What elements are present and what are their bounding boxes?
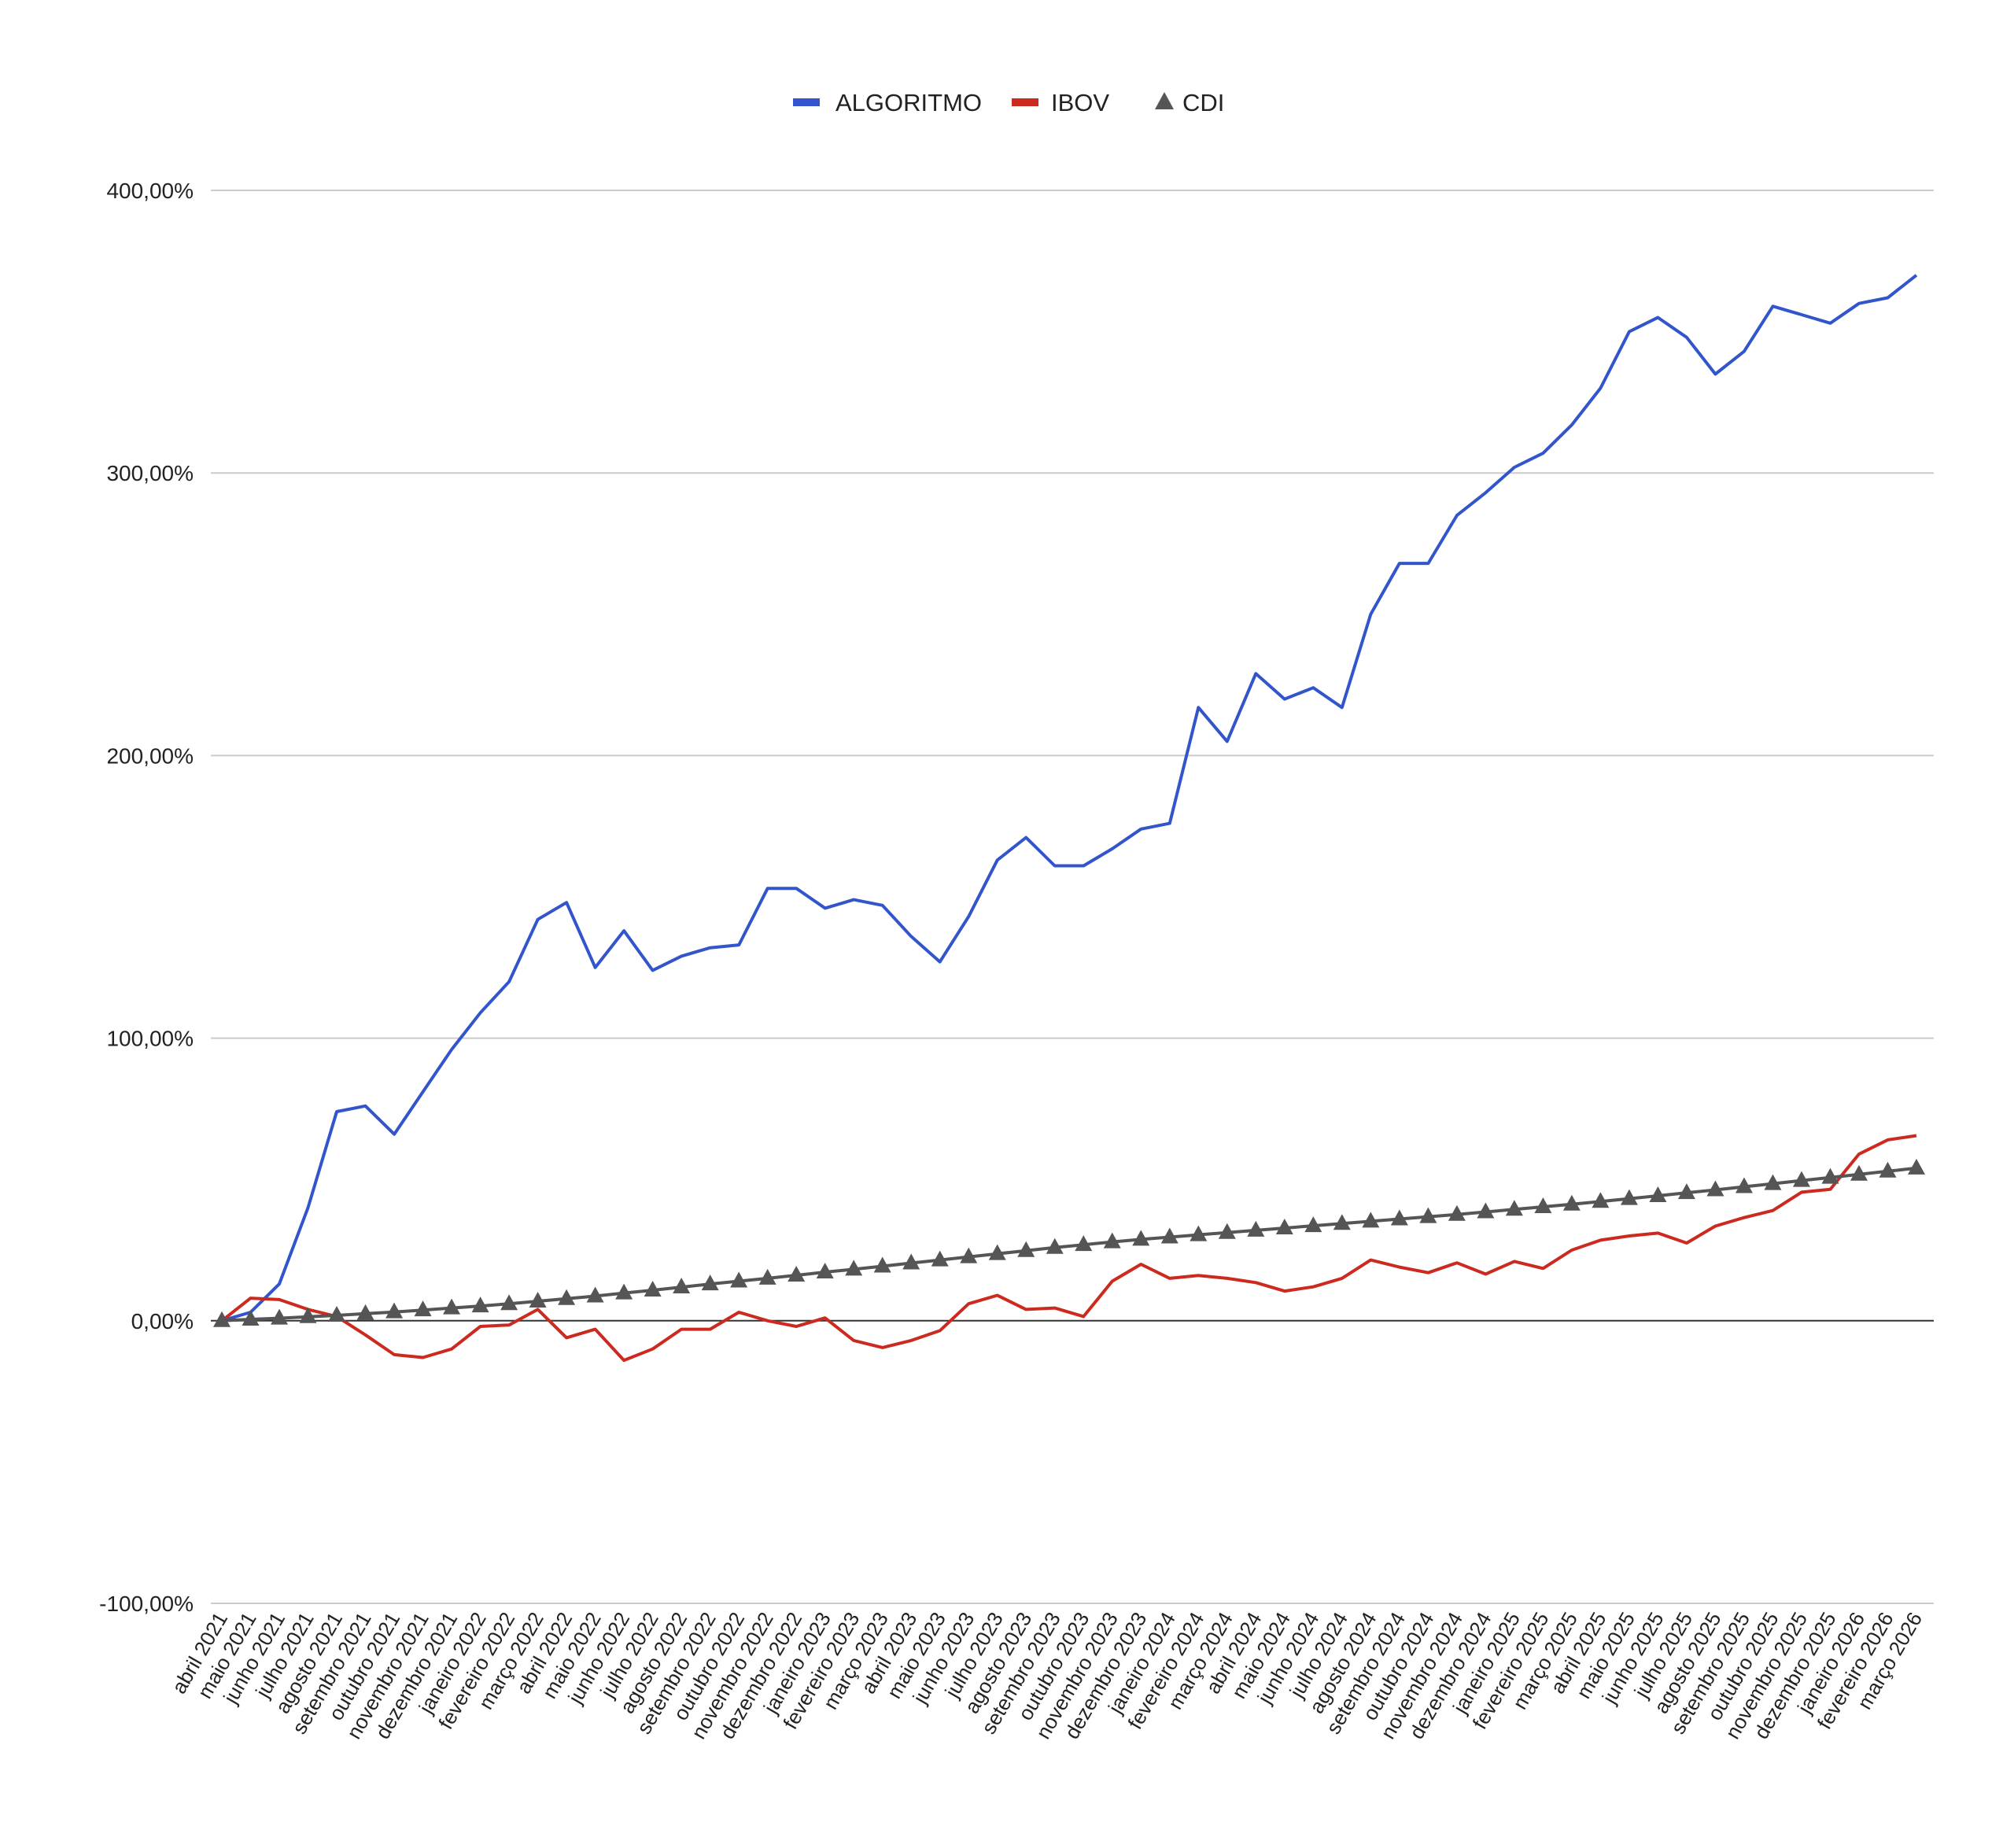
y-axis-tick-labels: -100,00% 0,00% 100,00% 200,00% 300,00% 400,00… — [99, 179, 194, 1616]
y-tick-label: 100,00% — [106, 1027, 194, 1051]
data-point-cdi — [1160, 1227, 1179, 1244]
series-line-cdi — [221, 1166, 1917, 1322]
data-point-cdi — [1419, 1207, 1437, 1223]
data-point-cdi — [500, 1294, 518, 1311]
data-point-cdi — [1908, 1158, 1925, 1175]
series-markers — [213, 1158, 1925, 1327]
y-tick-label: 200,00% — [106, 743, 194, 768]
data-point-cdi — [644, 1281, 662, 1297]
data-point-cdi — [1562, 1194, 1581, 1211]
data-point-cdi — [1103, 1232, 1121, 1249]
data-point-cdi — [730, 1271, 748, 1288]
data-point-cdi — [1390, 1209, 1408, 1226]
data-point-cdi — [242, 1310, 260, 1326]
data-point-cdi — [1477, 1202, 1495, 1219]
data-point-cdi — [988, 1244, 1006, 1260]
gridlines — [211, 190, 1934, 1604]
y-tick-label: 0,00% — [131, 1309, 194, 1333]
data-point-cdi — [1190, 1225, 1208, 1241]
data-point-cdi — [1735, 1177, 1753, 1193]
data-point-cdi — [1448, 1204, 1466, 1221]
legend-label: CDI — [1182, 89, 1224, 116]
data-point-cdi — [1304, 1216, 1322, 1233]
data-point-cdi — [960, 1247, 978, 1263]
y-tick-label: 300,00% — [106, 461, 194, 485]
data-point-cdi — [1534, 1197, 1552, 1214]
data-point-cdi — [1132, 1230, 1150, 1246]
data-point-cdi — [1247, 1220, 1265, 1237]
legend-label: ALGORITMO — [835, 89, 982, 116]
data-point-cdi — [1275, 1218, 1293, 1234]
legend-swatch — [1012, 98, 1038, 106]
data-point-cdi — [1821, 1167, 1839, 1184]
data-point-cdi — [673, 1278, 691, 1294]
series-line-algoritmo — [221, 274, 1918, 1322]
data-point-cdi — [443, 1298, 461, 1315]
y-tick-label: -100,00% — [99, 1592, 194, 1616]
data-point-cdi — [1879, 1161, 1897, 1178]
legend-label: IBOV — [1051, 89, 1109, 116]
legend-swatch — [793, 98, 820, 106]
data-point-cdi — [1792, 1171, 1810, 1187]
data-point-cdi — [1046, 1238, 1064, 1254]
data-point-cdi — [1592, 1192, 1610, 1208]
data-point-cdi — [816, 1263, 834, 1279]
data-point-cdi — [615, 1283, 633, 1300]
data-point-cdi — [414, 1300, 432, 1317]
data-point-cdi — [758, 1268, 776, 1285]
y-tick-label: 400,00% — [106, 179, 194, 203]
data-point-cdi — [471, 1297, 489, 1313]
data-point-cdi — [213, 1311, 231, 1327]
data-point-cdi — [1764, 1174, 1782, 1190]
legend-marker — [1155, 92, 1174, 109]
series-line-ibov — [220, 1134, 1917, 1363]
data-point-cdi — [1649, 1186, 1667, 1203]
data-point-cdi — [788, 1265, 806, 1282]
data-point-cdi — [271, 1308, 289, 1325]
data-point-cdi — [356, 1304, 374, 1320]
data-point-cdi — [1333, 1214, 1351, 1230]
data-point-cdi — [1218, 1223, 1236, 1239]
data-point-cdi — [902, 1253, 920, 1270]
data-point-cdi — [385, 1302, 404, 1319]
data-point-cdi — [1706, 1180, 1724, 1197]
data-point-cdi — [1677, 1183, 1695, 1200]
data-point-cdi — [1017, 1241, 1035, 1257]
data-point-cdi — [1850, 1164, 1868, 1181]
data-point-cdi — [845, 1260, 863, 1276]
data-point-cdi — [586, 1286, 604, 1303]
data-point-cdi — [529, 1292, 547, 1308]
data-point-cdi — [1620, 1189, 1638, 1205]
data-point-cdi — [1362, 1212, 1380, 1228]
data-point-cdi — [1505, 1200, 1523, 1216]
data-point-cdi — [328, 1305, 346, 1322]
data-point-cdi — [1075, 1235, 1093, 1252]
data-point-cdi — [873, 1256, 891, 1273]
data-point-cdi — [299, 1307, 317, 1323]
data-point-cdi — [701, 1274, 719, 1291]
data-point-cdi — [558, 1289, 576, 1305]
legend: ALGORITMO IBOV CDI — [793, 89, 1224, 116]
data-point-cdi — [931, 1250, 949, 1267]
